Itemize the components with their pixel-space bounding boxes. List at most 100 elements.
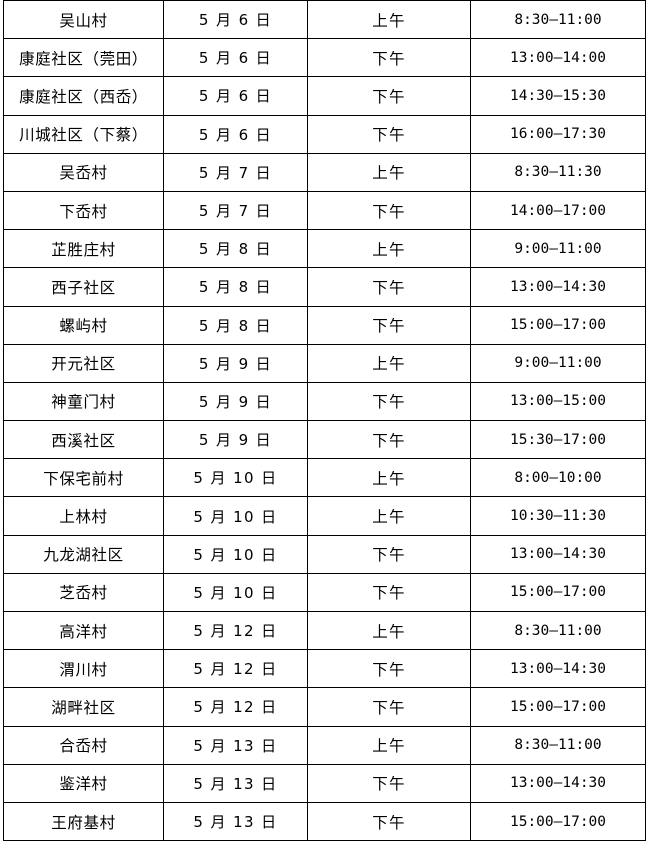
table-row: 西子社区 5 月 8 日下午 13:00—14:30 [3,267,646,307]
cell-location: 西子社区 [3,267,164,307]
cell-period: 上午 [307,496,471,536]
cell-time: 14:00—17:00 [470,191,646,231]
table-row: 川城社区（下蔡） 5 月 6 日下午 16:00—17:30 [3,115,646,154]
cell-date: 5 月 9 日 [163,382,308,422]
cell-time: 8:30—11:30 [470,153,646,192]
cell-time: 8:30—11:00 [470,726,646,765]
cell-date: 5 月 13 日 [163,802,308,841]
cell-period: 下午 [307,191,471,231]
table-row: 吴山村 5 月 6 日上午 8:30—11:00 [3,0,646,40]
cell-time: 15:00—17:00 [470,573,646,613]
schedule-table-body: 吴山村 5 月 6 日上午 8:30—11:00 康庭社区（莞田） 5 月 6 日下午 1… [3,0,646,841]
cell-period: 下午 [307,267,471,307]
table-row: 芷胜庄村 5 月 8 日上午 9:00—11:00 [3,229,646,269]
cell-period: 下午 [307,535,471,574]
cell-location: 高洋村 [3,611,164,651]
table-row: 湖畔社区 5 月 12 日下午 15:00—17:00 [3,687,646,727]
table-row: 西溪社区 5 月 9 日下午 15:30—17:00 [3,420,646,460]
cell-location: 川城社区（下蔡） [3,115,164,154]
cell-date: 5 月 13 日 [163,726,308,765]
cell-time: 8:00—10:00 [470,458,646,498]
cell-date: 5 月 6 日 [163,0,308,40]
cell-time: 15:00—17:00 [470,306,646,345]
cell-date: 5 月 9 日 [163,344,308,383]
cell-location: 开元社区 [3,344,164,383]
cell-period: 下午 [307,802,471,841]
table-row: 上林村 5 月 10 日上午 10:30—11:30 [3,496,646,536]
cell-date: 5 月 6 日 [163,38,308,78]
cell-time: 15:00—17:00 [470,687,646,727]
cell-location: 渭川村 [3,649,164,689]
table-row: 合岙村 5 月 13 日上午 8:30—11:00 [3,726,646,765]
cell-period: 上午 [307,0,471,40]
cell-location: 芝岙村 [3,573,164,613]
cell-time: 9:00—11:00 [470,229,646,269]
cell-date: 5 月 10 日 [163,496,308,536]
cell-date: 5 月 8 日 [163,267,308,307]
cell-date: 5 月 7 日 [163,191,308,231]
cell-location: 神童门村 [3,382,164,422]
cell-location: 下岙村 [3,191,164,231]
cell-period: 上午 [307,229,471,269]
cell-period: 上午 [307,611,471,651]
cell-period: 下午 [307,38,471,78]
cell-time: 8:30—11:00 [470,611,646,651]
cell-location: 王府基村 [3,802,164,841]
cell-date: 5 月 6 日 [163,115,308,154]
table-row: 康庭社区（西岙） 5 月 6 日下午 14:30—15:30 [3,76,646,116]
table-row: 吴岙村 5 月 7 日上午 8:30—11:30 [3,153,646,192]
schedule-table: 吴山村 5 月 6 日上午 8:30—11:00 康庭社区（莞田） 5 月 6 日下午 1… [3,0,646,841]
cell-location: 鉴洋村 [3,764,164,803]
cell-period: 下午 [307,573,471,613]
cell-location: 螺屿村 [3,306,164,345]
table-row: 九龙湖社区 5 月 10 日下午 13:00—14:30 [3,535,646,574]
cell-date: 5 月 12 日 [163,649,308,689]
cell-period: 上午 [307,344,471,383]
cell-time: 13:00—14:30 [470,764,646,803]
cell-location: 吴岙村 [3,153,164,192]
cell-date: 5 月 8 日 [163,306,308,345]
cell-date: 5 月 12 日 [163,687,308,727]
table-row: 神童门村 5 月 9 日下午 13:00—15:00 [3,382,646,422]
cell-period: 上午 [307,726,471,765]
cell-date: 5 月 13 日 [163,764,308,803]
cell-period: 下午 [307,687,471,727]
table-row: 芝岙村 5 月 10 日下午 15:00—17:00 [3,573,646,613]
cell-period: 下午 [307,764,471,803]
cell-period: 下午 [307,649,471,689]
cell-location: 合岙村 [3,726,164,765]
cell-date: 5 月 9 日 [163,420,308,460]
table-row: 渭川村 5 月 12 日下午 13:00—14:30 [3,649,646,689]
cell-time: 13:00—14:30 [470,535,646,574]
cell-location: 九龙湖社区 [3,535,164,574]
cell-location: 下保宅前村 [3,458,164,498]
cell-date: 5 月 8 日 [163,229,308,269]
table-row: 下岙村 5 月 7 日下午 14:00—17:00 [3,191,646,231]
cell-period: 下午 [307,306,471,345]
cell-date: 5 月 7 日 [163,153,308,192]
cell-date: 5 月 10 日 [163,573,308,613]
table-row: 康庭社区（莞田） 5 月 6 日下午 13:00—14:00 [3,38,646,78]
table-row: 下保宅前村 5 月 10 日上午 8:00—10:00 [3,458,646,498]
cell-period: 上午 [307,153,471,192]
cell-date: 5 月 12 日 [163,611,308,651]
table-row: 开元社区 5 月 9 日上午 9:00—11:00 [3,344,646,383]
cell-time: 16:00—17:30 [470,115,646,154]
table-row: 王府基村 5 月 13 日下午 15:00—17:00 [3,802,646,841]
cell-time: 15:30—17:00 [470,420,646,460]
cell-location: 湖畔社区 [3,687,164,727]
cell-date: 5 月 10 日 [163,458,308,498]
cell-time: 13:00—14:30 [470,267,646,307]
cell-time: 13:00—14:00 [470,38,646,78]
table-row: 螺屿村 5 月 8 日下午 15:00—17:00 [3,306,646,345]
cell-time: 9:00—11:00 [470,344,646,383]
table-row: 高洋村 5 月 12 日上午 8:30—11:00 [3,611,646,651]
cell-period: 下午 [307,382,471,422]
cell-time: 15:00—17:00 [470,802,646,841]
cell-location: 康庭社区（莞田） [3,38,164,78]
cell-location: 康庭社区（西岙） [3,76,164,116]
cell-date: 5 月 10 日 [163,535,308,574]
cell-period: 下午 [307,115,471,154]
cell-location: 芷胜庄村 [3,229,164,269]
table-row: 鉴洋村 5 月 13 日下午 13:00—14:30 [3,764,646,803]
